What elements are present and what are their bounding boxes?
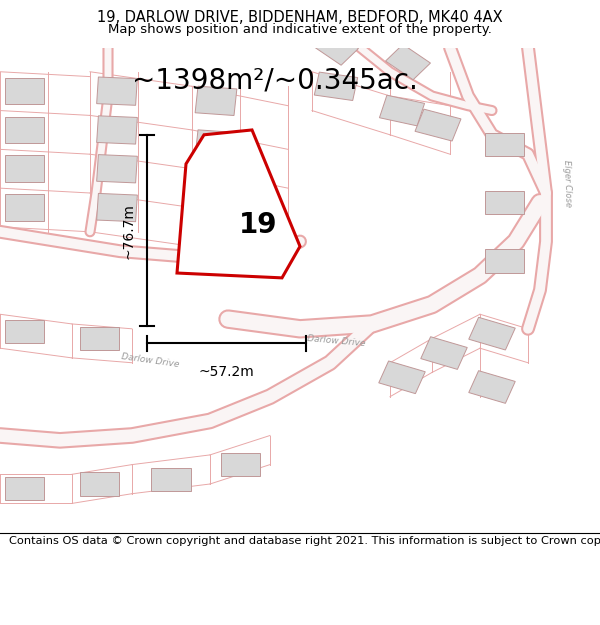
Polygon shape bbox=[79, 327, 119, 350]
Polygon shape bbox=[97, 116, 137, 144]
Polygon shape bbox=[485, 249, 523, 272]
Polygon shape bbox=[79, 472, 119, 496]
Text: Map shows position and indicative extent of the property.: Map shows position and indicative extent… bbox=[108, 22, 492, 36]
Polygon shape bbox=[221, 453, 260, 476]
Polygon shape bbox=[421, 337, 467, 369]
Polygon shape bbox=[97, 154, 137, 183]
Polygon shape bbox=[195, 86, 237, 116]
Polygon shape bbox=[469, 371, 515, 403]
Polygon shape bbox=[386, 44, 430, 80]
Text: Darlow Drive: Darlow Drive bbox=[307, 334, 365, 348]
Polygon shape bbox=[195, 130, 237, 159]
Text: Darlow Drive: Darlow Drive bbox=[121, 352, 179, 369]
Text: 19: 19 bbox=[239, 211, 277, 239]
Polygon shape bbox=[195, 169, 237, 198]
Polygon shape bbox=[5, 319, 44, 343]
Polygon shape bbox=[5, 117, 44, 143]
Polygon shape bbox=[5, 478, 44, 501]
Polygon shape bbox=[415, 109, 461, 141]
Polygon shape bbox=[5, 156, 44, 182]
Polygon shape bbox=[469, 318, 515, 350]
Text: 19, DARLOW DRIVE, BIDDENHAM, BEDFORD, MK40 4AX: 19, DARLOW DRIVE, BIDDENHAM, BEDFORD, MK… bbox=[97, 11, 503, 26]
Polygon shape bbox=[151, 468, 191, 491]
Polygon shape bbox=[97, 77, 137, 105]
Text: ~1398m²/~0.345ac.: ~1398m²/~0.345ac. bbox=[132, 67, 418, 95]
Polygon shape bbox=[314, 30, 358, 65]
Text: ~76.7m: ~76.7m bbox=[121, 202, 135, 259]
Polygon shape bbox=[97, 193, 137, 222]
Polygon shape bbox=[485, 133, 523, 156]
Polygon shape bbox=[177, 130, 300, 278]
Polygon shape bbox=[5, 194, 44, 221]
Text: Contains OS data © Crown copyright and database right 2021. This information is : Contains OS data © Crown copyright and d… bbox=[9, 536, 600, 546]
Polygon shape bbox=[379, 95, 425, 126]
Polygon shape bbox=[5, 78, 44, 104]
Polygon shape bbox=[379, 361, 425, 394]
Polygon shape bbox=[485, 191, 523, 214]
Text: ~57.2m: ~57.2m bbox=[199, 365, 254, 379]
Polygon shape bbox=[314, 72, 358, 101]
Text: Elger Close: Elger Close bbox=[562, 159, 572, 207]
